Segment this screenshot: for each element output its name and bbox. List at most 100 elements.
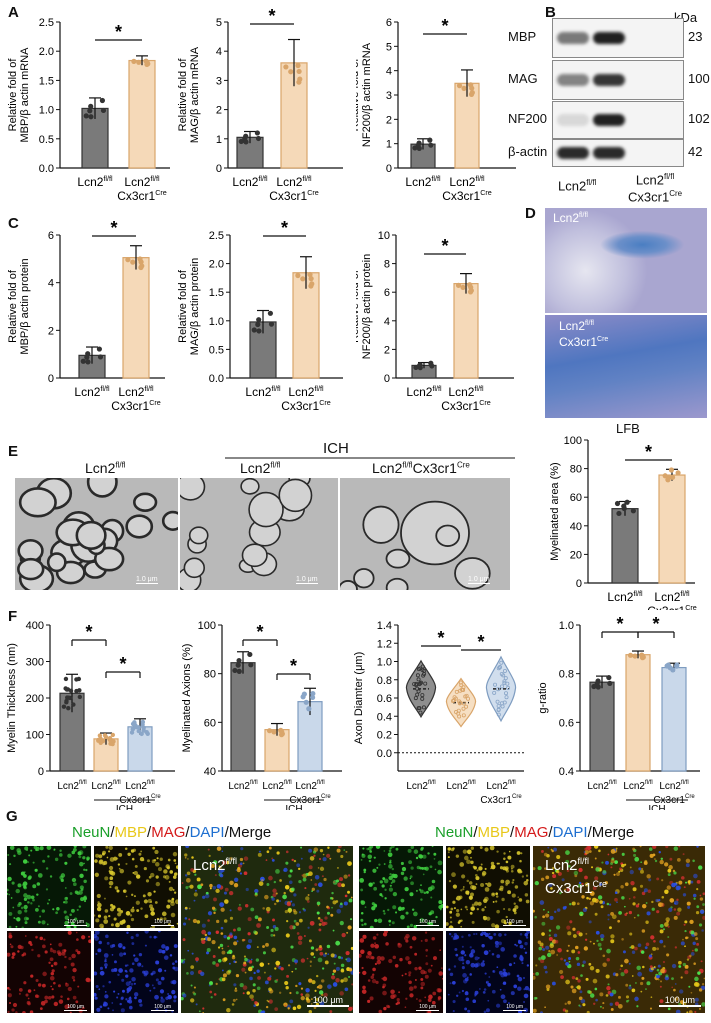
x-tick-label: Cx3cr1Cre bbox=[647, 603, 697, 610]
data-point bbox=[96, 346, 103, 352]
data-point bbox=[140, 722, 145, 727]
significance-star: * bbox=[119, 654, 126, 674]
y-tick-label: 60 bbox=[204, 717, 216, 729]
panel-label-d: D bbox=[525, 205, 536, 222]
tem-image-2: 1.0 μm bbox=[340, 478, 510, 590]
data-point bbox=[640, 653, 646, 659]
if-scale-bar: 100 μm bbox=[64, 1004, 87, 1011]
y-axis-label: NF200/β actin protein bbox=[361, 254, 373, 359]
x-tick-label: Lcn2fl/fl bbox=[276, 174, 312, 189]
data-point bbox=[236, 668, 242, 674]
data-point bbox=[66, 706, 71, 711]
blot-row-label: MBP bbox=[508, 29, 537, 44]
y-tick-label: 0 bbox=[386, 163, 392, 175]
data-point bbox=[675, 470, 681, 476]
if-scale-bar: 100 μm bbox=[658, 995, 701, 1007]
x-tick-label: Cx3cr1Cre bbox=[117, 188, 167, 203]
if-title-part: / bbox=[473, 824, 478, 841]
if-mag-tile: 100 μm bbox=[7, 931, 91, 1013]
g-title-right: NeuN/MBP/MAG/DAPI/Merge bbox=[435, 824, 634, 841]
tem-title-ich-cre: Lcn2fl/flCx3cr1Cre bbox=[372, 460, 470, 476]
data-point bbox=[458, 680, 463, 685]
data-point bbox=[130, 727, 136, 732]
data-point bbox=[103, 734, 109, 740]
data-point bbox=[268, 321, 275, 327]
data-point bbox=[415, 692, 420, 697]
data-point bbox=[307, 271, 313, 278]
significance-star: * bbox=[441, 16, 448, 36]
data-point bbox=[300, 694, 306, 700]
y-tick-label: 0 bbox=[38, 766, 44, 778]
y-tick-label: 1 bbox=[216, 134, 222, 146]
y-tick-label: 2 bbox=[384, 344, 390, 356]
if-scale-bar: 100 μm bbox=[151, 1004, 174, 1011]
bar-1 bbox=[658, 474, 686, 584]
data-point bbox=[99, 97, 106, 104]
tem-image-1: 1.0 μm bbox=[180, 478, 338, 590]
x-tick-label: Lcn2fl/fl bbox=[406, 384, 442, 399]
ich-label: ICH bbox=[648, 804, 665, 810]
data-point bbox=[87, 108, 93, 114]
y-tick-label: 60 bbox=[570, 492, 582, 504]
bar-0 bbox=[611, 508, 639, 584]
if-title-part: MAG bbox=[514, 824, 549, 841]
if-merge-label: Lcn2fl/fl Cx3cr1Cre bbox=[545, 856, 608, 897]
data-point bbox=[428, 142, 434, 148]
data-point bbox=[256, 317, 262, 323]
blot-kda: 42 bbox=[688, 144, 703, 159]
bar-0 bbox=[230, 662, 256, 772]
data-point bbox=[421, 673, 426, 678]
data-point bbox=[80, 358, 86, 364]
if-title-part: / bbox=[147, 824, 152, 841]
data-point bbox=[136, 725, 141, 730]
data-point bbox=[461, 713, 466, 718]
data-point bbox=[295, 62, 301, 69]
y-axis-label: MBP/β actin mRNA bbox=[19, 47, 31, 143]
y-tick-label: 0.8 bbox=[559, 669, 574, 681]
y-tick-label: 2.5 bbox=[209, 230, 224, 242]
data-point bbox=[416, 363, 422, 369]
data-point bbox=[138, 259, 144, 265]
ich-label: ICH bbox=[116, 804, 133, 810]
y-tick-label: 1.0 bbox=[377, 657, 392, 669]
data-point bbox=[496, 687, 501, 692]
y-axis-label: Relative fold of bbox=[356, 269, 361, 343]
blot-band bbox=[557, 32, 589, 44]
y-tick-label: 400 bbox=[26, 620, 44, 632]
x-tick-label: Cx3cr1Cre bbox=[480, 794, 522, 806]
chart-mag-mrna: Relative fold of MAG/β actin mRNA 0 1 2 3 4 5 Lc… bbox=[178, 6, 343, 203]
y-axis-label: NF200/β actin mRNA bbox=[361, 42, 373, 147]
data-point bbox=[413, 696, 418, 701]
x-tick-label: Lcn2fl/fl bbox=[232, 174, 268, 189]
data-point bbox=[136, 59, 142, 65]
data-point bbox=[670, 667, 676, 673]
y-axis-label: Relative fold of bbox=[178, 58, 189, 132]
blot-kda: 100 bbox=[688, 71, 710, 86]
data-point bbox=[495, 699, 500, 704]
tem-title-ctrl: Lcn2fl/fl bbox=[85, 460, 126, 476]
data-point bbox=[502, 669, 507, 674]
data-point bbox=[668, 467, 675, 473]
if-scale-bar: 100 μm bbox=[416, 1004, 439, 1011]
y-tick-label: 0.6 bbox=[377, 693, 392, 705]
data-point bbox=[296, 68, 302, 75]
data-point bbox=[423, 681, 428, 686]
y-tick-label: 1.0 bbox=[209, 316, 224, 328]
data-point bbox=[125, 257, 131, 263]
blot-band bbox=[557, 147, 589, 159]
y-tick-label: 4 bbox=[216, 46, 222, 58]
x-tick-label: Lcn2fl/fl bbox=[57, 780, 86, 792]
data-point bbox=[107, 735, 113, 741]
data-point bbox=[497, 665, 502, 670]
if-scale-bar: 100 μm bbox=[306, 995, 349, 1007]
blot-strip bbox=[552, 60, 684, 100]
chart-myelinated-axons: Myelinated Axions (%) 40 60 80 100 Lcn2fl/fl L… bbox=[182, 620, 342, 810]
data-point bbox=[421, 705, 426, 710]
significance-star: * bbox=[437, 628, 444, 648]
x-tick-label: Lcn2fl/fl bbox=[405, 174, 441, 189]
data-point bbox=[83, 113, 89, 119]
blot-strip bbox=[552, 101, 684, 139]
data-point bbox=[279, 729, 285, 735]
tem-title-ich-ctrl: Lcn2fl/fl bbox=[240, 460, 281, 476]
data-point bbox=[88, 114, 94, 120]
